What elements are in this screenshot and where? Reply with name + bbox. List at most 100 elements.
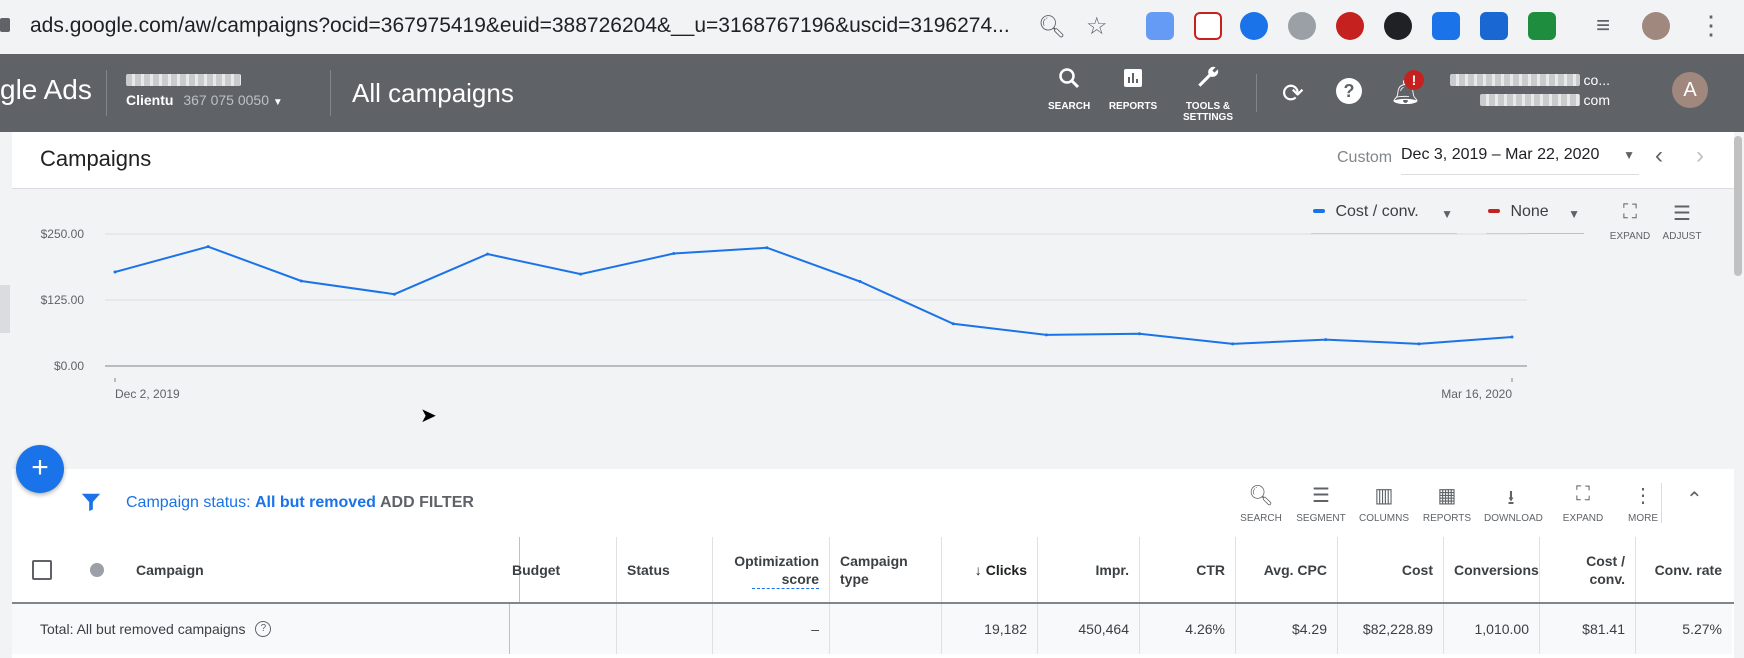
extension-icon[interactable]	[1528, 12, 1556, 40]
search-button[interactable]: SEARCH	[1048, 66, 1090, 112]
series-line-cost-per-conv	[114, 245, 1513, 345]
toolbar-more-button[interactable]: ⋮ MORE	[1616, 483, 1670, 524]
browser-toolbar: ads.google.com/aw/campaigns?ocid=3679754…	[0, 0, 1744, 54]
add-button[interactable]: +	[16, 445, 64, 493]
data-point	[206, 245, 210, 249]
extension-icon[interactable]	[1480, 12, 1508, 40]
chart-expand-button[interactable]: ⛶ EXPAND	[1608, 201, 1652, 242]
column-budget[interactable]: Budget	[510, 537, 617, 603]
profile-avatar[interactable]	[1642, 12, 1670, 40]
dropdown-arrow-icon: ▼	[1568, 207, 1580, 221]
conv-label: conv.	[1589, 571, 1625, 587]
refresh-icon[interactable]: ⟳	[1282, 78, 1304, 108]
metric-color-swatch	[1488, 208, 1500, 213]
grammarly-icon[interactable]	[1240, 12, 1268, 40]
column-conv-rate[interactable]: Conv. rate	[1654, 562, 1722, 578]
left-scroll-edge	[0, 285, 10, 333]
extension-icon[interactable]	[1384, 12, 1412, 40]
data-point	[951, 322, 955, 326]
reports-button[interactable]: REPORTS	[1108, 66, 1158, 112]
filter-label: Campaign status:	[126, 494, 251, 511]
column-ctr[interactable]: CTR	[1140, 537, 1236, 603]
data-point	[299, 279, 303, 283]
collapse-chevron-icon[interactable]: ⌃	[1686, 489, 1703, 511]
toolbar-download-button[interactable]: ⭳ DOWNLOAD	[1484, 483, 1543, 524]
extension-icon[interactable]	[1432, 12, 1460, 40]
x-tick-label: Dec 2, 2019	[115, 387, 180, 401]
previous-period-icon[interactable]: ‹	[1655, 142, 1663, 169]
adjust-label: ADJUST	[1662, 231, 1702, 242]
column-optimization-score[interactable]: Optimization score	[713, 537, 830, 603]
select-all-checkbox[interactable]	[32, 560, 52, 580]
wrench-icon	[1180, 64, 1236, 97]
date-range-label: Custom	[1337, 149, 1393, 166]
campaign-status-filter[interactable]: Campaign status: All but removed	[126, 494, 376, 512]
column-cost-per-conv[interactable]: Cost / conv.	[1540, 537, 1636, 603]
google-ads-logo[interactable]: gle Ads	[0, 74, 92, 105]
bookmark-star-icon[interactable]: ☆	[1086, 13, 1108, 40]
data-point	[1510, 335, 1514, 339]
extension-icon[interactable]	[1146, 12, 1174, 40]
toolbar-expand-button[interactable]: ⛶ EXPAND	[1556, 483, 1610, 524]
status-dot-icon	[90, 563, 104, 577]
type-label: type	[840, 571, 869, 587]
account-selector[interactable]: Clientu 367 075 0050 ▼	[126, 72, 306, 116]
search-label: SEARCH	[1048, 101, 1091, 112]
column-clicks[interactable]: ↓ Clicks	[942, 537, 1038, 603]
help-circle-icon[interactable]: ?	[255, 621, 272, 637]
toolbar-search-button[interactable]: 🔍︎ SEARCH	[1234, 483, 1288, 524]
extension-icon[interactable]	[1336, 12, 1364, 40]
date-range-selector[interactable]: Dec 3, 2019 – Mar 22, 2020 ▼	[1401, 146, 1639, 175]
email-redacted	[1479, 94, 1580, 106]
help-icon[interactable]: ?	[1336, 78, 1362, 104]
account-name: Clientu	[126, 92, 174, 108]
extension-icon[interactable]	[1288, 12, 1316, 40]
column-impressions[interactable]: Impr.	[1038, 537, 1140, 603]
score-label: score	[751, 570, 819, 589]
lock-icon[interactable]	[0, 18, 10, 32]
settings-label: SETTINGS	[1182, 112, 1233, 123]
line-chart: $250.00 $125.00 $0.00 Dec 2, 2019 Mar 16, 2…	[41, 227, 1527, 401]
column-campaign[interactable]: Campaign	[126, 537, 520, 603]
avatar[interactable]: A	[1672, 72, 1708, 108]
download-label: DOWNLOAD	[1484, 513, 1543, 524]
divider	[106, 70, 107, 116]
add-filter-button[interactable]: ADD FILTER	[380, 494, 474, 511]
ads-header: gle Ads Clientu 367 075 0050 ▼ All campa…	[0, 54, 1744, 132]
toolbar-columns-button[interactable]: ▥ COLUMNS	[1357, 483, 1411, 524]
column-conversions[interactable]: Conversions	[1444, 537, 1540, 603]
cell-cost-per-conv: $81.41	[1540, 604, 1636, 654]
tune-icon: ☰	[1673, 203, 1691, 225]
user-account-info[interactable]: co... com	[1440, 72, 1610, 112]
cell-conversions: 1,010.00	[1444, 604, 1540, 654]
next-period-icon[interactable]: ›	[1696, 142, 1704, 169]
account-id: 367 075 0050	[183, 92, 269, 108]
data-point	[1231, 342, 1235, 346]
column-campaign-type[interactable]: Campaign type	[830, 537, 942, 603]
cell-conv-rate: 5.27%	[1636, 604, 1732, 654]
browser-menu-icon[interactable]: ⋮	[1698, 10, 1724, 40]
divider	[1661, 483, 1662, 523]
extension-icon[interactable]	[1194, 12, 1222, 40]
select-all-checkbox-cell	[12, 537, 72, 603]
media-icon[interactable]: ≡	[1596, 12, 1611, 39]
chart-adjust-button[interactable]: ☰ ADJUST	[1660, 201, 1704, 242]
scrollbar-thumb[interactable]	[1734, 136, 1742, 276]
data-point	[1044, 333, 1048, 337]
metric-label: None	[1510, 203, 1549, 220]
tools-settings-button[interactable]: TOOLS & SETTINGS	[1180, 64, 1236, 123]
metric-selector-2[interactable]: None ▼	[1486, 203, 1584, 234]
zoom-icon[interactable]: 🔍︎	[1038, 14, 1066, 39]
status-dot-column	[72, 537, 122, 603]
column-status[interactable]: Status	[617, 537, 713, 603]
filter-icon[interactable]	[80, 491, 102, 518]
page-scrollbar[interactable]	[1734, 132, 1744, 658]
toolbar-segment-button[interactable]: ☰ SEGMENT	[1294, 483, 1348, 524]
data-point	[486, 252, 490, 256]
email-redacted	[1449, 74, 1580, 86]
address-bar[interactable]: ads.google.com/aw/campaigns?ocid=3679754…	[30, 14, 1010, 37]
page-title: All campaigns	[352, 78, 514, 108]
column-avg-cpc[interactable]: Avg. CPC	[1236, 537, 1338, 603]
toolbar-reports-button[interactable]: ▦ REPORTS	[1420, 483, 1474, 524]
column-cost[interactable]: Cost	[1338, 537, 1444, 603]
